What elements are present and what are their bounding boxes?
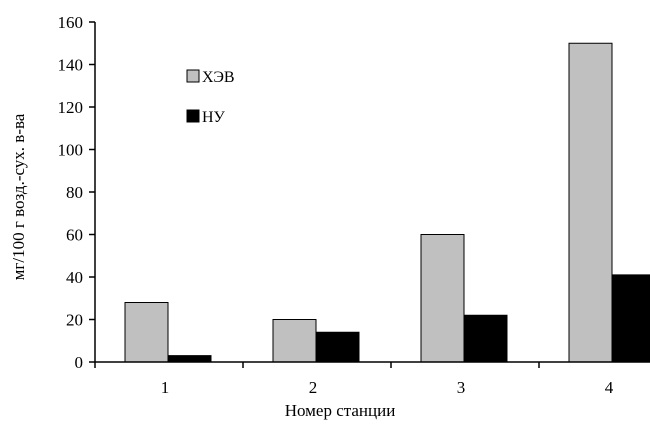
bars-group [124, 42, 650, 363]
y-tick-label: 20 [66, 311, 83, 330]
x-axis-label: Номер станции [285, 401, 396, 420]
y-tick-label: 140 [58, 56, 84, 75]
bar-series2-cat1 [167, 355, 212, 363]
legend-label-1: ХЭВ [202, 69, 235, 86]
y-ticks-group: 0 20 40 60 80 100 120 140 160 [58, 13, 95, 372]
y-tick-label: 100 [58, 141, 84, 160]
y-axis-label: мг/100 г возд.-сух. в-ва [9, 113, 28, 280]
bar-series1-cat2 [272, 319, 317, 363]
legend-label-2: НУ [202, 109, 226, 126]
y-tick-label: 60 [66, 226, 83, 245]
x-ticks-group: 1 2 3 4 [94, 362, 614, 397]
y-tick-label: 0 [75, 353, 84, 372]
legend-swatch-2 [186, 109, 200, 123]
y-tick-label: 120 [58, 98, 84, 117]
bar-series1-cat4 [568, 42, 613, 363]
y-tick-label: 80 [66, 183, 83, 202]
bar-series1-cat3 [420, 234, 465, 363]
legend: ХЭВ НУ [186, 69, 235, 126]
bar-series2-cat4 [611, 274, 650, 363]
y-tick-label: 40 [66, 268, 83, 287]
bar-series1-cat1 [124, 302, 169, 363]
legend-swatch-1 [186, 69, 200, 83]
x-tick-label: 2 [309, 378, 318, 397]
x-tick-label: 1 [161, 378, 170, 397]
x-tick-label: 4 [605, 378, 614, 397]
bar-series2-cat3 [463, 314, 508, 363]
bar-series2-cat2 [315, 331, 360, 363]
y-tick-label: 160 [58, 13, 84, 32]
x-tick-label: 3 [457, 378, 466, 397]
